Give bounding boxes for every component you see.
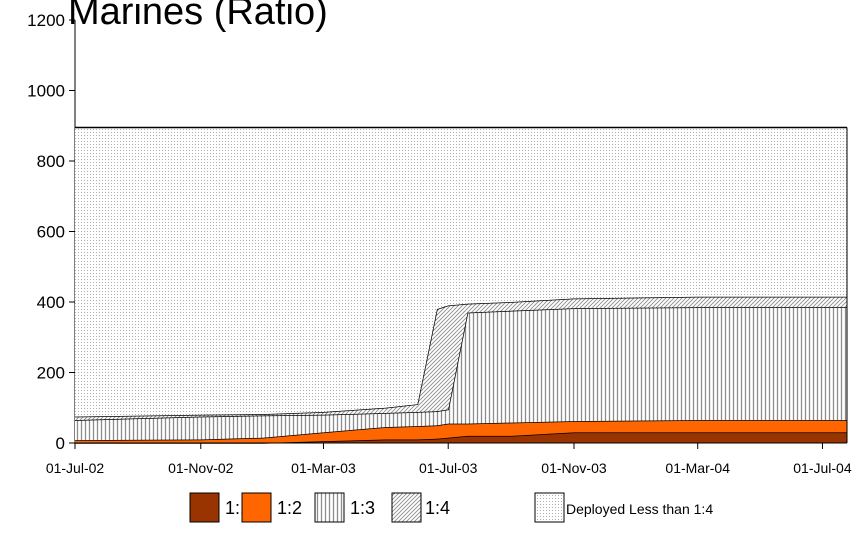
- area: [75, 296, 847, 421]
- x-tick-label: 01-Nov-02: [168, 460, 234, 476]
- legend-label: 1:2: [277, 498, 302, 518]
- x-tick-label: 01-Jul-04: [793, 460, 852, 476]
- y-tick-label: 0: [56, 434, 65, 453]
- legend-label: 1:4: [425, 498, 450, 518]
- legend-swatch: [534, 492, 565, 523]
- area: [75, 127, 847, 417]
- y-tick-label: 800: [37, 152, 65, 171]
- area: [75, 307, 847, 441]
- x-tick-label: 01-Jul-02: [46, 460, 105, 476]
- y-tick-label: 600: [37, 223, 65, 242]
- legend-swatch: [189, 492, 220, 523]
- x-tick-label: 01-Mar-04: [665, 460, 730, 476]
- legend-swatch: [241, 492, 272, 523]
- legend-swatch: [314, 492, 345, 523]
- legend-label: Deployed Less than 1:4: [566, 501, 713, 517]
- x-tick-label: 01-Nov-03: [541, 460, 607, 476]
- y-tick-label: 1000: [27, 82, 65, 101]
- legend-label: 1:3: [350, 498, 375, 518]
- x-tick-label: 01-Jul-03: [419, 460, 478, 476]
- y-tick-label: 400: [37, 293, 65, 312]
- y-tick-label: 200: [37, 364, 65, 383]
- chart-title: Marines (Ratio): [68, 0, 328, 33]
- legend-swatch: [391, 492, 422, 523]
- y-tick-label: 1200: [27, 11, 65, 30]
- x-tick-label: 01-Mar-03: [291, 460, 356, 476]
- area: [75, 432, 847, 443]
